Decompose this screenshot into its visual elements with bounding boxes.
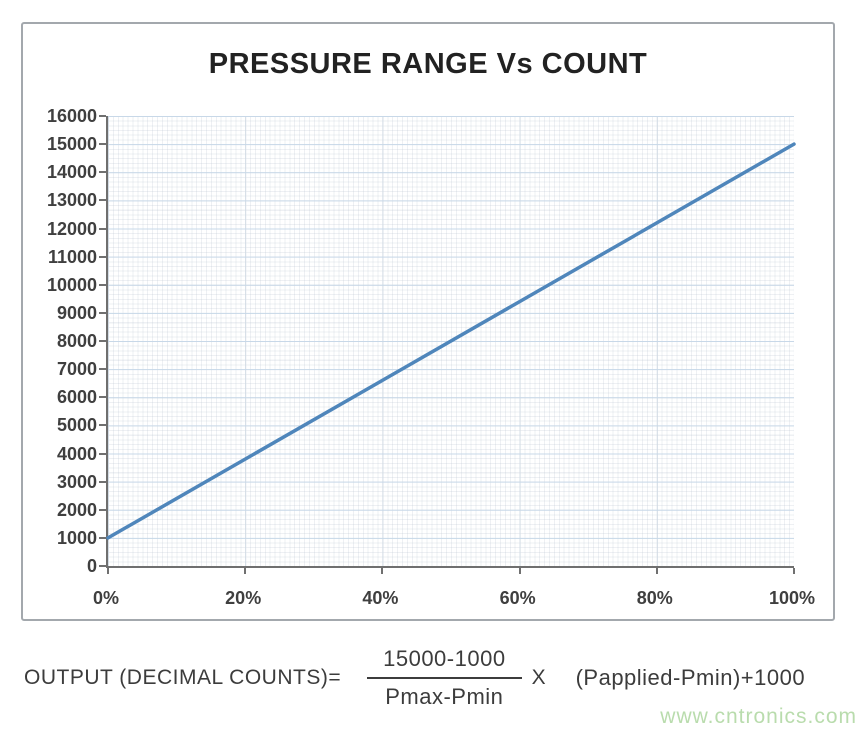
y-tick-label: 6000: [56, 387, 97, 408]
x-tick-mark: [793, 568, 795, 574]
y-tick-mark: [99, 424, 106, 427]
y-tick-mark: [99, 311, 106, 314]
y-tick-label: 9000: [56, 302, 97, 323]
formula-fraction: 15000-1000 Pmax-Pmin: [367, 646, 522, 710]
x-tick-mark: [244, 568, 247, 574]
y-tick-mark: [99, 283, 106, 286]
y-tick-label: 3000: [56, 471, 97, 492]
y-tick-mark: [99, 565, 106, 567]
x-tick-label: 80%: [636, 588, 673, 608]
y-tick-label: 10000: [46, 274, 97, 295]
y-tick-label: 8000: [56, 331, 97, 351]
chart-title: PRESSURE RANGE Vs COUNT: [208, 48, 648, 80]
y-tick-mark: [99, 199, 106, 202]
formula-operator: X: [531, 666, 546, 689]
data-line-layer: [106, 142, 796, 540]
chart-frame: PRESSURE RANGE Vs COUNT 16000 15000 14000 1…: [21, 22, 835, 621]
y-tick-label: 5000: [56, 415, 97, 436]
formula-rhs: (Papplied-Pmin)+1000: [575, 665, 806, 690]
data-line: [106, 142, 796, 540]
x-tick-mark: [107, 568, 109, 574]
formula-lhs: OUTPUT (DECIMAL COUNTS)=: [24, 666, 342, 689]
x-tick-mark: [518, 568, 521, 574]
x-tick-label: 60%: [499, 588, 536, 608]
plot-area: [99, 115, 796, 574]
y-tick-label: 7000: [56, 359, 97, 380]
y-axis-labels: 16000 15000 14000 13000 12000 11000 10000 9000 8…: [23, 106, 97, 576]
x-tick-mark: [381, 568, 384, 574]
y-tick-label: 11000: [47, 246, 97, 267]
y-tick-mark: [99, 480, 106, 483]
y-tick-mark: [99, 255, 106, 258]
y-tick-mark: [99, 396, 106, 399]
x-tick-mark: [655, 568, 658, 574]
y-tick-label: 0: [86, 556, 97, 576]
y-tick-label: 15000: [46, 134, 97, 155]
x-axis-labels: 0% 20% 40% 60% 80% 100%: [93, 582, 815, 608]
formula-numerator: 15000-1000: [367, 646, 522, 679]
y-tick-mark: [99, 508, 106, 511]
x-tick-label: 20%: [225, 588, 262, 608]
y-tick-label: 13000: [46, 190, 97, 211]
y-tick-mark: [99, 115, 106, 117]
x-tick-label: 100%: [768, 588, 816, 608]
watermark-text: www.cntronics.com: [660, 705, 857, 728]
y-tick-label: 4000: [56, 443, 97, 464]
y-tick-label: 14000: [46, 162, 97, 183]
y-tick-mark: [99, 340, 106, 342]
x-tick-label: 40%: [362, 588, 399, 608]
y-tick-mark: [99, 368, 106, 371]
y-tick-mark: [99, 227, 106, 230]
y-tick-mark: [99, 171, 106, 174]
y-tick-label: 16000: [46, 106, 97, 126]
y-tick-mark: [99, 536, 106, 539]
x-tick-label: 0%: [92, 588, 120, 608]
conversion-formula: OUTPUT (DECIMAL COUNTS)= 15000-1000 Pmax…: [24, 630, 855, 726]
y-tick-label: 1000: [56, 527, 97, 548]
y-tick-mark: [99, 143, 106, 146]
formula-denominator: Pmax-Pmin: [385, 684, 504, 709]
y-tick-label: 2000: [56, 499, 97, 520]
y-tick-mark: [99, 452, 106, 455]
y-tick-label: 12000: [46, 218, 97, 239]
